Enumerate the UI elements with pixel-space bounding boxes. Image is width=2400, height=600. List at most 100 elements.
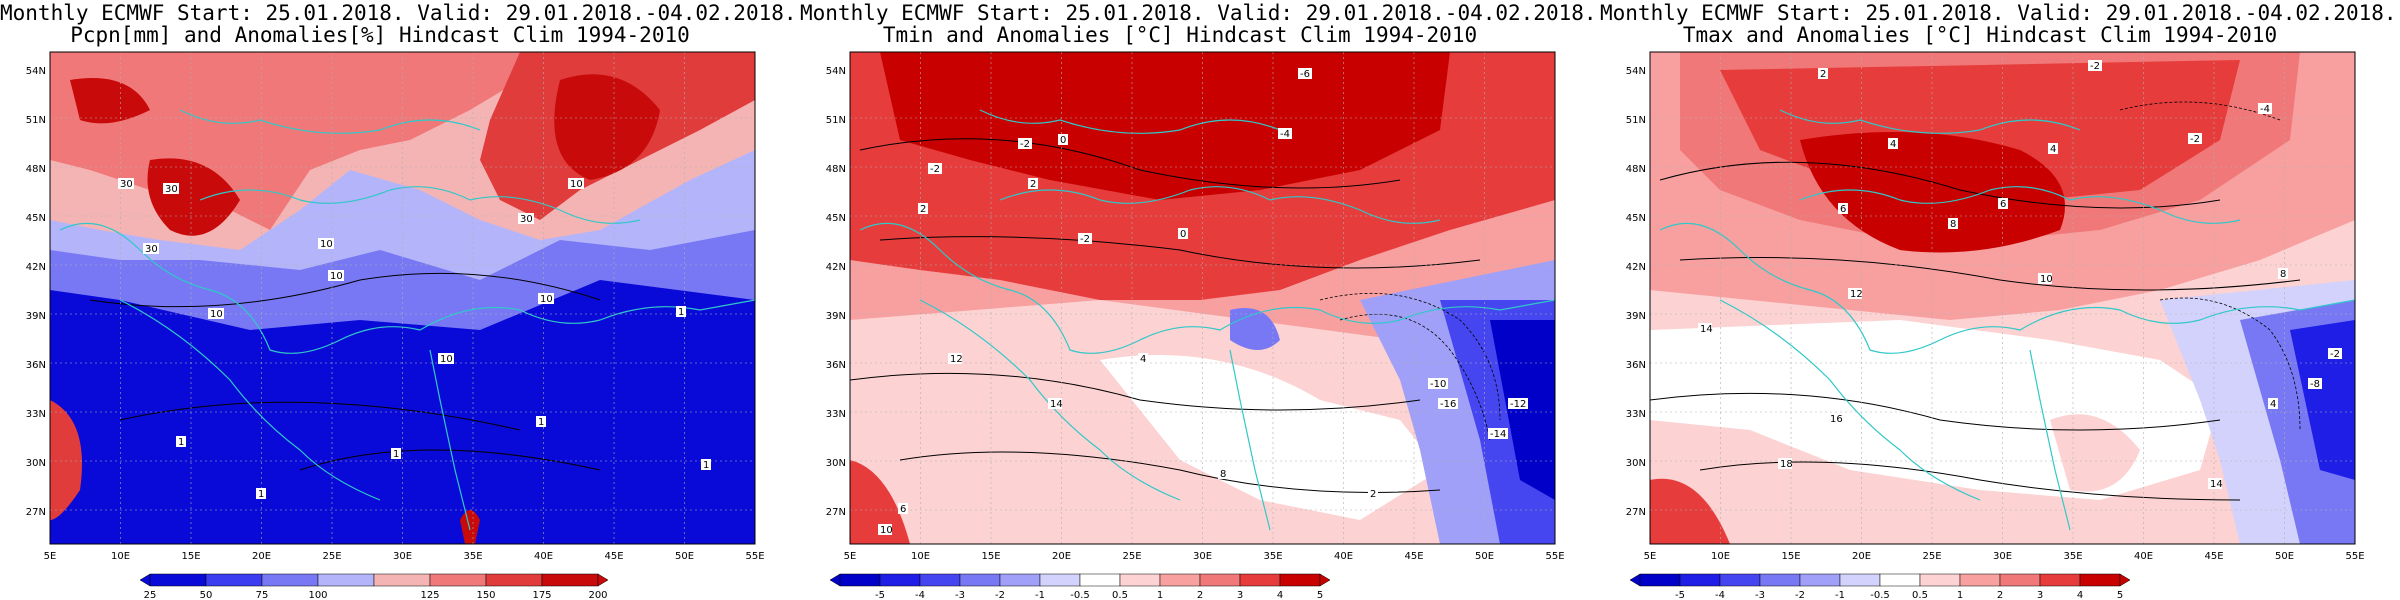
contour-label: 6	[1998, 198, 2008, 210]
svg-text:50E: 50E	[2275, 551, 2294, 562]
svg-text:48N: 48N	[1626, 164, 1646, 175]
svg-text:30: 30	[165, 184, 178, 195]
contour-label: 12	[948, 353, 963, 365]
svg-text:42N: 42N	[26, 262, 46, 273]
svg-text:10: 10	[330, 271, 343, 282]
contour-label: 0	[1178, 228, 1188, 240]
contour-label: -12	[1508, 398, 1528, 410]
svg-text:1: 1	[393, 449, 399, 460]
contour-label: 8	[1948, 218, 1958, 230]
contour-label: -2	[2328, 348, 2342, 360]
svg-text:6: 6	[2000, 199, 2006, 210]
svg-text:33N: 33N	[826, 409, 846, 420]
contour-label: 6	[1838, 203, 1848, 215]
contour-labels: -2 -2 -4 2 4 4 6 6 8 8 10 12 14 16 18 -2…	[1698, 60, 2342, 490]
svg-text:27N: 27N	[826, 507, 846, 518]
svg-text:12: 12	[950, 354, 963, 365]
contour-label: -8	[2308, 378, 2322, 390]
svg-text:10: 10	[320, 239, 333, 250]
svg-text:5E: 5E	[844, 551, 857, 562]
svg-text:20E: 20E	[1052, 551, 1071, 562]
contour-label: -2	[2188, 133, 2202, 145]
lat-tick-labels: 54N 51N 48N 45N 42N 39N 36N 33N 30N 27N	[26, 66, 46, 518]
svg-text:14: 14	[2210, 479, 2223, 490]
svg-text:55E: 55E	[2345, 551, 2364, 562]
panel-title-line2: Tmin and Anomalies [°C] Hindcast Clim 19…	[882, 23, 1478, 47]
svg-text:45N: 45N	[826, 213, 846, 224]
precip-map-svg: 30 30 30 30 10 10 10 10 10 10 1 1 1 1 1 …	[26, 51, 765, 600]
svg-text:3: 3	[2037, 590, 2043, 600]
svg-text:-6: -6	[1300, 69, 1310, 80]
svg-text:5E: 5E	[44, 551, 57, 562]
svg-text:33N: 33N	[1626, 409, 1646, 420]
svg-text:-16: -16	[1440, 399, 1456, 410]
svg-text:35E: 35E	[2063, 551, 2082, 562]
contour-label: 1	[391, 448, 401, 460]
svg-text:39N: 39N	[1626, 311, 1646, 322]
svg-text:14: 14	[1050, 399, 1063, 410]
svg-text:25: 25	[144, 590, 157, 600]
contour-label: -4	[1278, 128, 1292, 140]
svg-text:51N: 51N	[1626, 115, 1646, 126]
lon-tick-labels: 5E 10E 15E 20E 25E 30E 35E 40E 45E 50E 5…	[844, 551, 1565, 562]
svg-text:1: 1	[258, 489, 264, 500]
svg-text:35E: 35E	[1263, 551, 1282, 562]
svg-text:48N: 48N	[26, 164, 46, 175]
svg-text:1: 1	[703, 460, 709, 471]
svg-text:2: 2	[1197, 590, 1203, 600]
svg-text:6: 6	[900, 504, 906, 515]
svg-text:100: 100	[308, 590, 327, 600]
svg-text:-4: -4	[1280, 129, 1290, 140]
svg-text:45N: 45N	[1626, 213, 1646, 224]
svg-text:-0.5: -0.5	[1870, 590, 1890, 600]
svg-text:45E: 45E	[604, 551, 623, 562]
svg-text:51N: 51N	[826, 115, 846, 126]
svg-text:10: 10	[440, 354, 453, 365]
svg-text:4: 4	[1277, 590, 1283, 600]
svg-text:2: 2	[1820, 69, 1826, 80]
contour-label: 2	[918, 203, 928, 215]
svg-text:-2: -2	[2330, 349, 2340, 360]
svg-text:45N: 45N	[26, 213, 46, 224]
map-frame	[1649, 51, 2356, 545]
lon-tick-labels: 5E 10E 15E 20E 25E 30E 35E 40E 45E 50E 5…	[1644, 551, 2365, 562]
gridlines	[850, 52, 1555, 544]
svg-text:2: 2	[1030, 179, 1036, 190]
svg-text:1: 1	[538, 417, 544, 428]
contour-label: -2	[2088, 60, 2102, 72]
contour-label: 10	[878, 524, 893, 536]
svg-text:18: 18	[1780, 459, 1793, 470]
svg-text:39N: 39N	[826, 311, 846, 322]
contour-label: 10	[318, 238, 334, 250]
svg-text:30N: 30N	[1626, 458, 1646, 469]
svg-text:5: 5	[1317, 590, 1323, 600]
svg-text:35E: 35E	[463, 551, 482, 562]
svg-text:-2: -2	[1020, 139, 1030, 150]
svg-text:27N: 27N	[26, 507, 46, 518]
svg-text:1: 1	[178, 437, 184, 448]
svg-text:54N: 54N	[1626, 66, 1646, 77]
svg-text:10E: 10E	[1711, 551, 1730, 562]
svg-text:-1: -1	[1835, 590, 1845, 600]
svg-text:15E: 15E	[181, 551, 200, 562]
svg-text:5: 5	[2117, 590, 2123, 600]
svg-text:-8: -8	[2310, 379, 2320, 390]
contour-label: 1	[536, 416, 546, 428]
contour-label: 1	[676, 306, 686, 318]
svg-text:-12: -12	[1510, 399, 1526, 410]
svg-text:2: 2	[920, 204, 926, 215]
svg-text:10: 10	[880, 525, 893, 536]
svg-text:10: 10	[2040, 274, 2053, 285]
lat-tick-labels: 54N 51N 48N 45N 42N 39N 36N 33N 30N 27N	[1626, 66, 1646, 518]
svg-text:50E: 50E	[1475, 551, 1494, 562]
contour-label: 14	[1698, 323, 1713, 335]
svg-text:10E: 10E	[111, 551, 130, 562]
svg-text:8: 8	[1220, 469, 1226, 480]
svg-text:-2: -2	[2190, 134, 2200, 145]
svg-text:10: 10	[570, 179, 583, 190]
svg-text:3: 3	[1237, 590, 1243, 600]
svg-text:12: 12	[1850, 289, 1863, 300]
svg-text:40E: 40E	[534, 551, 553, 562]
svg-text:10: 10	[540, 294, 553, 305]
svg-text:1: 1	[1157, 590, 1163, 600]
